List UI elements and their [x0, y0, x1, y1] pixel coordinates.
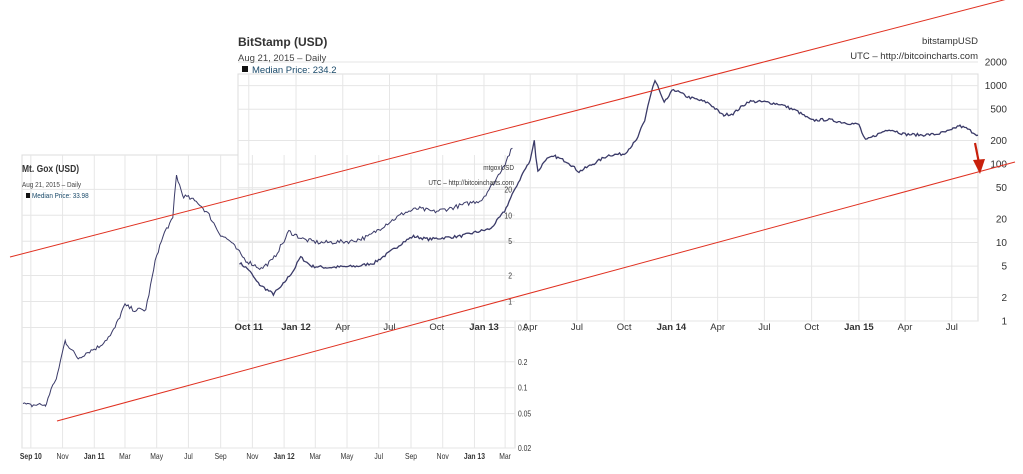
bitstamp-y-tick-label: 500 — [990, 105, 1007, 116]
bitstamp-x-tick-label: Jul — [946, 322, 958, 333]
bitstamp-y-tick-label: 20 — [996, 214, 1008, 225]
bitstamp-y-tick-labels: 2000 1000 500 200 100 50 20 10 5 2 1 — [985, 58, 1008, 328]
mtgox-x-tick-label: Jan 13 — [464, 451, 485, 461]
mtgox-price-series-line — [22, 147, 513, 408]
bitstamp-y-tick-label: 1 — [1001, 317, 1007, 328]
mtgox-x-tick-label: May — [341, 451, 354, 461]
mtgox-chart-subtitle: Aug 21, 2015 – Daily — [22, 182, 82, 190]
mtgox-grid — [22, 155, 515, 449]
mtgox-x-tick-label: Jan 11 — [84, 451, 105, 461]
mtgox-y-tick-label: 10 — [504, 211, 512, 221]
mtgox-chart-title: Mt. Gox (USD) — [22, 163, 79, 174]
bitstamp-y-tick-label: 5 — [1001, 262, 1007, 273]
bitstamp-x-tick-label: Jul — [571, 322, 583, 333]
bitstamp-y-tick-label: 100 — [990, 160, 1007, 171]
bitstamp-x-tick-labels: Oct 11 Jan 12 Apr Jul Oct Jan 13 Apr Jul Oct Jan … — [235, 322, 958, 333]
bitstamp-x-tick-label: Oct — [429, 322, 444, 333]
mtgox-y-tick-label: 0.1 — [518, 383, 527, 393]
bitstamp-x-tick-label: Apr — [335, 322, 350, 333]
bitstamp-chart-title: BitStamp (USD) — [238, 35, 327, 49]
bitstamp-x-tick-label: Apr — [710, 322, 725, 333]
bitstamp-x-tick-label: Jan 13 — [469, 322, 499, 333]
bitstamp-watermark-line1: bitstampUSD — [922, 36, 978, 47]
mtgox-y-tick-label: 5 — [508, 237, 512, 247]
mtgox-watermark-line1: mtgoxUSD — [483, 165, 514, 173]
bitstamp-plot-frame — [237, 73, 979, 322]
mtgox-x-tick-label: May — [150, 451, 163, 461]
bitstamp-chart-subtitle: Aug 21, 2015 – Daily — [238, 53, 326, 64]
mtgox-x-tick-label: Mar — [119, 451, 131, 461]
bitstamp-x-tick-label: Oct — [804, 322, 819, 333]
mtgox-y-tick-label: 0.5 — [518, 323, 527, 333]
bitstamp-y-tick-label: 10 — [996, 238, 1008, 249]
bitstamp-y-tick-label: 2 — [1001, 293, 1007, 304]
mtgox-y-tick-label: 2 — [508, 271, 512, 281]
bitstamp-x-tick-label: Oct 11 — [235, 322, 264, 333]
mtgox-y-tick-label: 20 — [504, 185, 512, 195]
bitstamp-legend-swatch — [242, 66, 248, 72]
bitstamp-y-tick-label: 50 — [996, 183, 1008, 194]
trend-channel-lower-line — [56, 161, 1016, 422]
bitstamp-x-tick-label: Oct — [617, 322, 632, 333]
bitstamp-y-tick-label: 1000 — [985, 81, 1008, 92]
bitstamp-watermark-line2: UTC – http://bitcoincharts.com — [850, 51, 978, 62]
mtgox-y-tick-label: 0.2 — [518, 357, 527, 367]
bitstamp-x-tick-label: Jan 15 — [844, 322, 874, 333]
trend-channel-upper-line — [9, 0, 1006, 258]
mtgox-x-tick-label: Jul — [184, 451, 193, 461]
red-arrow-down-icon — [973, 142, 985, 174]
mtgox-x-tick-label: Jan 12 — [274, 451, 295, 461]
bitstamp-x-tick-label: Apr — [523, 322, 538, 333]
mtgox-x-tick-label: Sep — [215, 451, 227, 461]
mtgox-x-tick-label: Jul — [374, 451, 383, 461]
mtgox-x-tick-label: Mar — [499, 451, 511, 461]
mtgox-legend-label: Median Price: 33.98 — [32, 193, 89, 201]
mtgox-x-tick-label: Sep — [405, 451, 417, 461]
mtgox-legend-swatch — [26, 193, 30, 198]
bitstamp-y-tick-label: 200 — [990, 136, 1007, 147]
bitstamp-plot-border — [237, 73, 979, 322]
mtgox-x-tick-labels: Sep 10 Nov Jan 11 Mar May Jul Sep Nov Jan 12 Mar M… — [20, 451, 512, 461]
bitstamp-x-tick-label: Jan 14 — [657, 322, 687, 333]
bitstamp-y-tick-label: 2000 — [985, 58, 1008, 69]
bitstamp-grid — [238, 61, 978, 322]
mtgox-x-tick-label: Nov — [57, 451, 69, 461]
mtgox-watermark-line2: UTC – http://bitcoincharts.com — [428, 180, 514, 188]
bitstamp-x-tick-label: Jul — [758, 322, 770, 333]
bitstamp-price-series-line — [239, 79, 979, 297]
mtgox-x-tick-label: Nov — [246, 451, 258, 461]
mtgox-y-tick-labels: 0.5 0.2 0.1 0.05 0.02 20 10 5 2 1 — [504, 185, 531, 453]
bitstamp-x-tick-label: Jul — [383, 322, 395, 333]
mtgox-y-tick-label: 0.02 — [518, 443, 531, 453]
mtgox-x-tick-label: Sep 10 — [20, 451, 42, 461]
bitstamp-legend-label: Median Price: 234.2 — [252, 65, 337, 76]
bitstamp-x-tick-label: Jan 12 — [281, 322, 311, 333]
mtgox-x-tick-label: Mar — [309, 451, 321, 461]
mtgox-y-tick-label: 0.05 — [518, 409, 531, 419]
bitstamp-x-tick-label: Apr — [898, 322, 913, 333]
mtgox-x-tick-label: Nov — [437, 451, 449, 461]
mtgox-y-tick-label: 1 — [508, 297, 512, 307]
